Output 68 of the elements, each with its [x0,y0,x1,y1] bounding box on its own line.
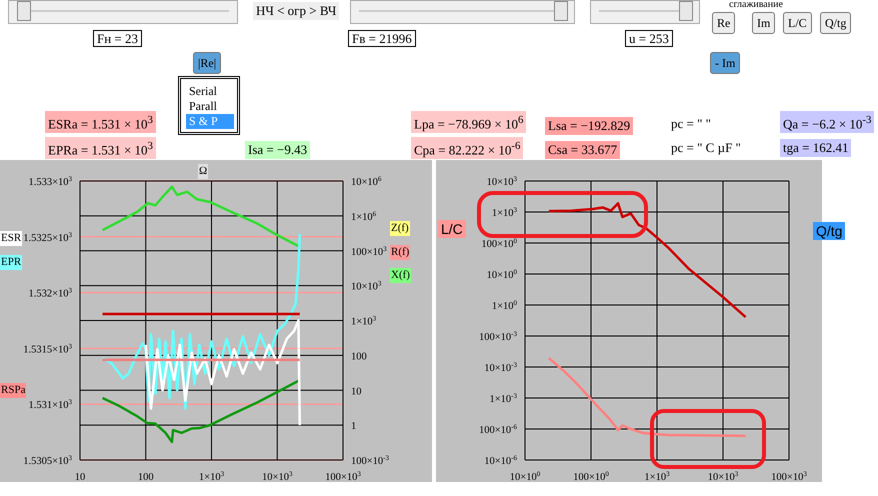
text: ESRa = 1.531 × 10$^{3}$ [45,111,156,134]
text: R(f) [390,245,410,260]
text: Parall [188,99,218,114]
text: EPRa = 1.531 × 10$^{3}$ [45,137,156,160]
y-tick-label: 10×10$^{6}$ [351,175,382,188]
y-tick-label: 1×10$^{3}$ [351,314,377,328]
text: Fн = 23 [93,30,142,47]
y-tick-label: 100×10$^{-3}$ [351,454,390,467]
x-tick-label: 100×10$^{0}$ [573,470,610,483]
y-tick-label: 1×10$^{-3}$ [489,392,518,405]
y-tick-label: 100×10$^{0}$ [481,237,518,250]
x-tick-label: 10 [74,472,86,483]
text: Z(f) [390,221,410,236]
text: Q/tg [813,222,846,240]
text: Q/tg [820,12,852,34]
text: L/C [783,12,812,34]
text: Lpa = −78.969 × 10$^{6}$ [411,111,526,134]
y2-tick-label: 1.533×10$^{3}$ [28,175,72,188]
y-tick-label: 1×10$^{6}$ [351,210,377,223]
x-tick-label: 1×10$^{3}$ [644,470,670,483]
y2-tick-label: 1.532×10$^{3}$ [28,286,72,300]
text: RSPa [0,383,26,398]
y-tick-label: 10×10$^{3}$ [351,280,382,293]
x-tick-label: 1×10$^{3}$ [198,470,225,483]
text: pc = " C µF " [670,139,742,157]
text: L/C [438,220,466,238]
y-tick-label: 1×10$^{0}$ [492,299,518,312]
y2-tick-label: 1.5325×10$^{3}$ [23,230,72,244]
text: tga = 162.41 [780,139,852,157]
text: Isa = −9.43 [245,141,310,159]
text: EPR [0,255,22,270]
text: ESR [0,231,22,246]
text: Fв = 21996 [348,30,416,47]
text: Ω [198,164,208,179]
text: Cpa = 82.222 × 10$^{-6}$ [411,137,524,160]
text: Serial [188,84,218,99]
y2-tick-label: 1.5305×10$^{3}$ [23,454,72,467]
y-tick-label: 100 [351,351,367,362]
y2-tick-label: 1.531×10$^{3}$ [28,398,72,412]
y-tick-label: 100×10$^{-6}$ [478,423,518,436]
y2-tick-label: 1.5315×10$^{3}$ [23,342,72,356]
text: S & P [186,114,234,129]
text: НЧ < огр > ВЧ [253,2,340,20]
y-tick-label: 100×10$^{3}$ [351,244,388,258]
text: Csa = 33.677 [545,141,620,159]
y-tick-label: 100×10$^{-3}$ [478,330,518,343]
x-tick-label: 10×10$^{3}$ [708,470,739,483]
text: pc = " " [670,115,712,133]
text: Re [712,12,736,34]
x-tick-label: 100×10$^{3}$ [771,470,808,483]
text: Lsa = −192.829 [545,117,634,135]
x-tick-label: 10×10$^{0}$ [510,470,541,483]
text: - Im [710,52,740,74]
x-tick-label: 10×10$^{3}$ [262,470,293,483]
y-tick-label: 10 [351,386,362,398]
y-tick-label: 1 [351,421,356,432]
text: сглаживание [728,0,784,10]
text: Im [752,12,776,34]
text: X(f) [390,268,411,283]
y-tick-label: 1×10$^{3}$ [492,206,518,219]
y-tick-label: 10×10$^{-6}$ [484,454,518,467]
text: u = 253 [625,30,673,47]
y-tick-label: 10×10$^{0}$ [486,268,518,281]
y-tick-label: 10×10$^{-3}$ [484,361,518,374]
text: |Re| [193,52,222,74]
text: Qa = −6.2 × 10$^{-3}$ [780,111,874,134]
x-tick-label: 100 [138,472,154,483]
y-tick-label: 10×10$^{3}$ [486,175,518,188]
